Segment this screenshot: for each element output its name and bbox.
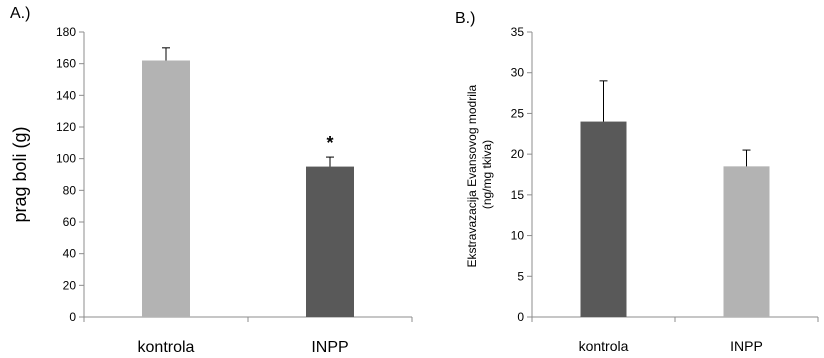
- y-tick-label: 100: [56, 152, 76, 166]
- y-tick-label: 180: [56, 25, 76, 39]
- x-tick-label-kontrola: kontrola: [579, 338, 629, 354]
- y-tick-label: 25: [511, 106, 525, 120]
- y-axis-label-a: prag boli (g): [10, 126, 30, 222]
- panel-label-a: A.): [10, 5, 30, 22]
- y-tick-label: 60: [63, 215, 77, 229]
- y-tick-label: 80: [63, 183, 77, 197]
- y-tick-label: 40: [63, 247, 77, 261]
- y-tick-label: 30: [511, 66, 525, 80]
- significance-marker: *: [326, 133, 333, 153]
- panel-label-b: B.): [455, 10, 475, 27]
- y-axis-label-b: Ekstravazacija Evansovog modrila (ng/mg …: [465, 81, 494, 267]
- x-tick-label-inpp: INPP: [311, 339, 348, 356]
- y-tick-label: 20: [63, 278, 77, 292]
- y-tick-label: 5: [517, 269, 524, 283]
- y-tick-label: 35: [511, 25, 525, 39]
- y-tick-label: 160: [56, 57, 76, 71]
- x-tick-label-inpp: INPP: [730, 338, 763, 354]
- y-tick-label: 0: [69, 310, 76, 324]
- y-tick-label: 120: [56, 120, 76, 134]
- bar-kontrola: [580, 121, 627, 317]
- y-axis-label-line-1: Ekstravazacija Evansovog modrila: [465, 84, 479, 267]
- y-axis-label-line-2: (ng/mg tkiva): [480, 140, 494, 209]
- bar-inpp: [306, 166, 354, 317]
- panel-b: B.) Ekstravazacija Evansovog modrila (ng…: [455, 10, 819, 354]
- y-tick-label: 10: [511, 229, 525, 243]
- y-tick-label: 15: [511, 188, 525, 202]
- y-tick-label: 0: [517, 310, 524, 324]
- panel-a: A.) prag boli (g) 0 20 40 60 80 100 120 140 160 1…: [10, 5, 413, 356]
- bar-inpp: [723, 166, 770, 317]
- y-tick-label: 20: [511, 147, 525, 161]
- x-tick-label-kontrola: kontrola: [138, 339, 195, 356]
- bar-kontrola: [142, 60, 190, 317]
- y-tick-label: 140: [56, 88, 76, 102]
